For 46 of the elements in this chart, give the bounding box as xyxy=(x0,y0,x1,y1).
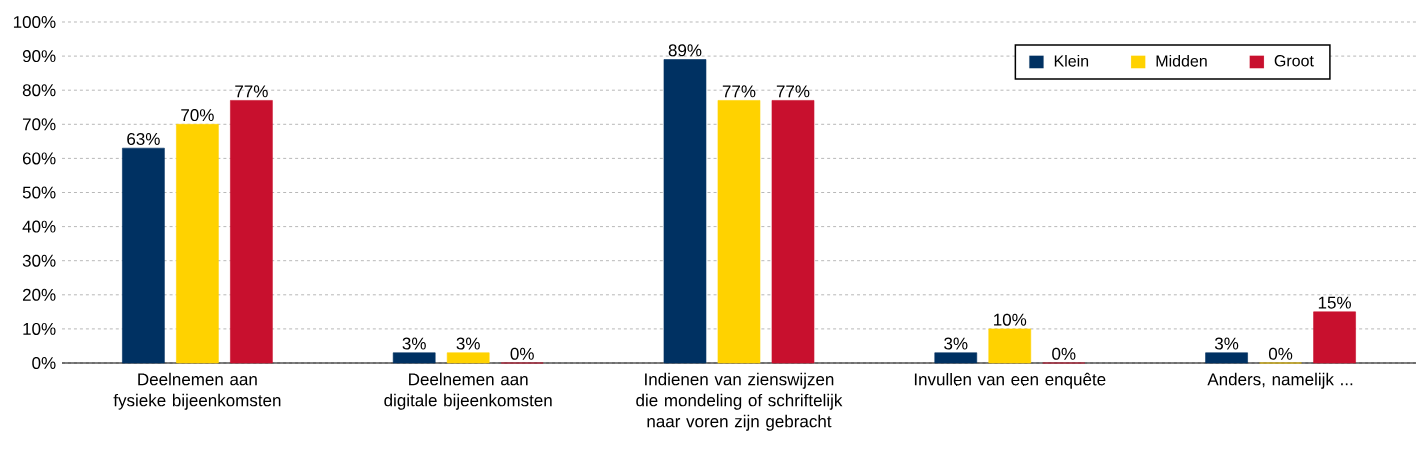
y-tick-label: 0% xyxy=(32,356,56,370)
legend-label: Midden xyxy=(1156,54,1207,67)
x-tick-label: Deelnemen aan digitale bijeenkomsten xyxy=(384,372,552,410)
bar xyxy=(771,100,815,364)
data-label: 77% xyxy=(776,85,810,98)
data-label: 3% xyxy=(456,337,480,350)
data-label: 3% xyxy=(402,337,426,350)
bar xyxy=(446,352,490,364)
bar xyxy=(988,328,1032,364)
y-tick-label: 40% xyxy=(22,220,56,233)
bar xyxy=(1313,311,1356,364)
data-label: 0% xyxy=(1052,347,1076,360)
data-label: 3% xyxy=(1214,337,1239,350)
y-tick-label: 30% xyxy=(22,254,56,267)
y-tick-label: 50% xyxy=(22,186,56,199)
legend-label: Groot xyxy=(1274,55,1314,67)
x-tick-label: Deelnemen aan fysieke bijeenkomsten xyxy=(113,372,281,410)
y-tick-label: 60% xyxy=(22,152,56,165)
bar xyxy=(717,100,761,364)
bar xyxy=(934,352,978,364)
bar xyxy=(230,100,273,364)
bar xyxy=(663,59,707,364)
data-label: 70% xyxy=(181,109,214,122)
data-label: 15% xyxy=(1318,296,1351,309)
y-tick-label: 20% xyxy=(22,288,56,301)
data-label: 3% xyxy=(944,337,968,350)
bar xyxy=(392,352,436,364)
data-label: 0% xyxy=(510,347,534,360)
x-tick-label: Indienen van zienswijzen die mondeling of schriftelijk naar voren zijn gebracht xyxy=(636,372,843,431)
data-label: 89% xyxy=(668,44,702,57)
y-tick-label: 70% xyxy=(22,118,56,131)
y-tick-label: 10% xyxy=(23,322,56,335)
x-tick-label: Anders, namelijk ... xyxy=(1207,372,1353,389)
bar xyxy=(1205,352,1248,364)
y-tick-label: 90% xyxy=(22,50,56,63)
data-label: 10% xyxy=(994,313,1027,326)
y-tick-label: 80% xyxy=(22,84,56,97)
data-label: 77% xyxy=(235,85,268,98)
data-label: 77% xyxy=(722,85,756,98)
data-label: 0% xyxy=(1268,347,1293,360)
bar xyxy=(122,147,165,364)
y-tick-label: 100% xyxy=(13,15,56,29)
legend-label: Klein xyxy=(1054,54,1089,67)
bar xyxy=(176,124,219,364)
data-label: 63% xyxy=(127,132,160,145)
x-tick-label: Invullen van een enquête xyxy=(914,372,1106,389)
